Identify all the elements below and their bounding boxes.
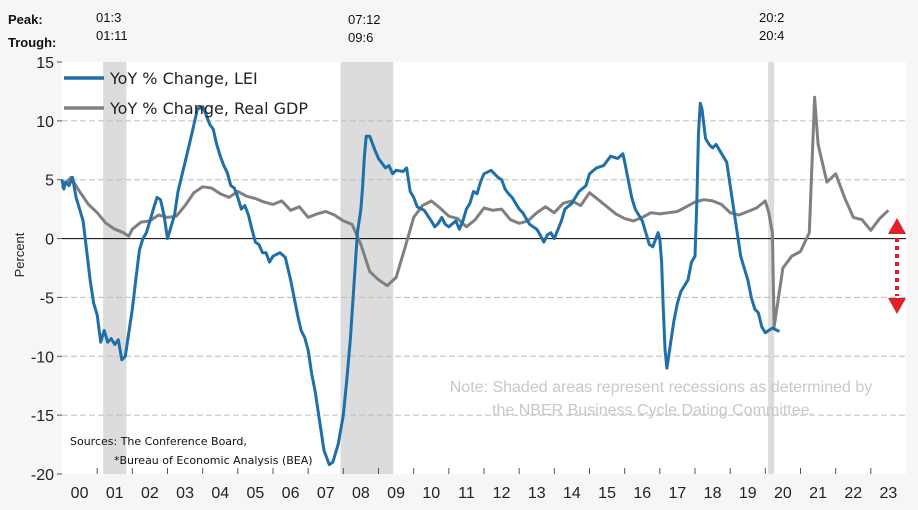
note-line-1: Note: Shaded areas represent recessions … xyxy=(450,379,872,396)
x-tick-label: 08 xyxy=(352,485,370,502)
recession-band-2 xyxy=(340,62,394,474)
x-tick-label: 10 xyxy=(422,485,440,502)
recession-2-trough: 09:6 xyxy=(348,30,374,45)
recession-2-peak: 07:12 xyxy=(348,12,381,27)
y-tick-label: 0 xyxy=(45,232,54,249)
x-tick-label: 09 xyxy=(387,485,405,502)
x-tick-label: 04 xyxy=(211,485,229,502)
peak-label: Peak: xyxy=(8,12,43,27)
x-tick-label: 02 xyxy=(141,485,159,502)
x-tick-label: 21 xyxy=(809,485,827,502)
arrow-head-down xyxy=(888,298,906,314)
note-line-2: the NBER Business Cycle Dating Committee… xyxy=(492,402,814,419)
legend: YoY % Change, LEI YoY % Change, Real GDP xyxy=(64,69,308,118)
source-line-2: *Bureau of Economic Analysis (BEA) xyxy=(114,454,313,467)
recession-1-peak: 01:3 xyxy=(96,10,122,25)
x-tick-label: 01 xyxy=(106,485,124,502)
y-tick-label: 15 xyxy=(36,55,54,72)
x-tick-label: 23 xyxy=(880,485,898,502)
recession-1-trough: 01:11 xyxy=(96,28,128,43)
y-tick-label: 10 xyxy=(36,114,54,131)
y-tick-label: -15 xyxy=(31,408,54,425)
x-tick-label: 06 xyxy=(282,485,300,502)
x-tick-label: 13 xyxy=(528,485,546,502)
x-tick-label: 22 xyxy=(844,485,862,502)
y-tick-label: -5 xyxy=(40,290,54,307)
recession-3-trough: 20:4 xyxy=(759,28,785,43)
arrow-head-up xyxy=(888,218,906,234)
x-tick-label: 03 xyxy=(176,485,194,502)
legend-label-gdp: YoY % Change, Real GDP xyxy=(109,99,308,118)
x-tick-label: 20 xyxy=(774,485,792,502)
x-tick-label: 14 xyxy=(563,485,581,502)
trough-label: Trough: xyxy=(8,35,57,50)
x-tick-label: 00 xyxy=(71,485,89,502)
recession-band-1 xyxy=(103,62,127,474)
recession-band-3 xyxy=(768,62,775,474)
gap-arrow xyxy=(888,218,906,314)
x-tick-label: 15 xyxy=(598,485,616,502)
x-tick-label: 17 xyxy=(669,485,687,502)
series-line-real-gdp xyxy=(60,95,890,329)
legend-label-lei: YoY % Change, LEI xyxy=(109,69,258,88)
x-tick-label: 19 xyxy=(739,485,757,502)
x-tick-label: 16 xyxy=(633,485,651,502)
x-tick-label: 07 xyxy=(317,485,335,502)
x-tick-label: 12 xyxy=(493,485,511,502)
x-tick-label: 11 xyxy=(458,485,475,502)
y-tick-label: 5 xyxy=(45,173,54,190)
x-tick-label: 18 xyxy=(704,485,722,502)
source-line-1: Sources: The Conference Board, xyxy=(70,435,247,448)
y-axis-label: Percent xyxy=(12,232,27,277)
plot-area xyxy=(62,62,906,474)
x-tick-label: 05 xyxy=(247,485,265,502)
series-line-lei xyxy=(60,101,781,467)
recession-3-peak: 20:2 xyxy=(759,10,785,25)
y-tick-label: -20 xyxy=(31,467,54,484)
y-tick-label: -10 xyxy=(31,349,54,366)
